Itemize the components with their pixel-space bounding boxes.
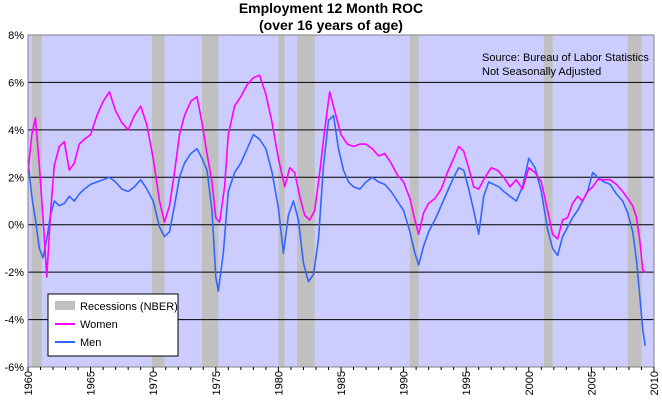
series-line-men [27,114,646,346]
recession-band [543,35,553,367]
recession-band [278,35,285,367]
x-tick-label: 1970 [148,371,160,395]
recession-band [31,35,42,367]
recession-band [297,35,315,367]
recession-band [409,35,419,367]
x-axis-ticks: 1960 1965 1970 1975 1980 1985 1990 1995 2000 2005… [23,367,661,395]
recession-band [151,35,165,367]
y-tick-label: 6% [8,77,24,89]
x-tick-label: 2000 [524,371,536,395]
x-tick-label: 1990 [399,371,411,395]
y-tick-label: 4% [8,125,24,137]
legend-label-women: Women [80,319,118,331]
y-tick-label: 2% [8,172,24,184]
y-tick-label: -2% [4,267,24,279]
y-tick-label: 8% [8,30,24,42]
y-axis-ticks: -6% -4% -2% 0% 2% 4% 6% 8% [4,30,24,374]
y-tick-label: -4% [4,315,24,327]
series-line-women [27,74,646,278]
x-tick-label: 1985 [336,371,348,395]
legend-label-men: Men [80,337,101,349]
chart-subtitle: (over 16 years of age) [259,17,403,33]
y-tick-label: -6% [4,362,24,374]
source-annotation-line2: Not Seasonally Adjusted [482,66,601,78]
series-lines [27,74,646,346]
x-tick-label: 2005 [586,371,598,395]
x-tick-label: 2010 [649,371,661,395]
legend-label-recessions: Recessions (NBER) [80,301,178,313]
legend: Recessions (NBER) Women Men [47,293,179,357]
x-tick-label: 1975 [211,371,223,395]
chart-title-block: Employment 12 Month ROC (over 16 years o… [0,0,662,34]
x-tick-label: 1980 [273,371,285,395]
x-tick-label: 1960 [23,371,35,395]
legend-swatch-recessions [55,301,75,310]
y-tick-label: 0% [8,220,24,232]
source-annotation-line1: Source: Bureau of Labor Statistics [482,52,649,64]
x-tick-label: 1995 [461,371,473,395]
x-tick-label: 1965 [86,371,98,395]
chart-title: Employment 12 Month ROC [238,0,424,16]
